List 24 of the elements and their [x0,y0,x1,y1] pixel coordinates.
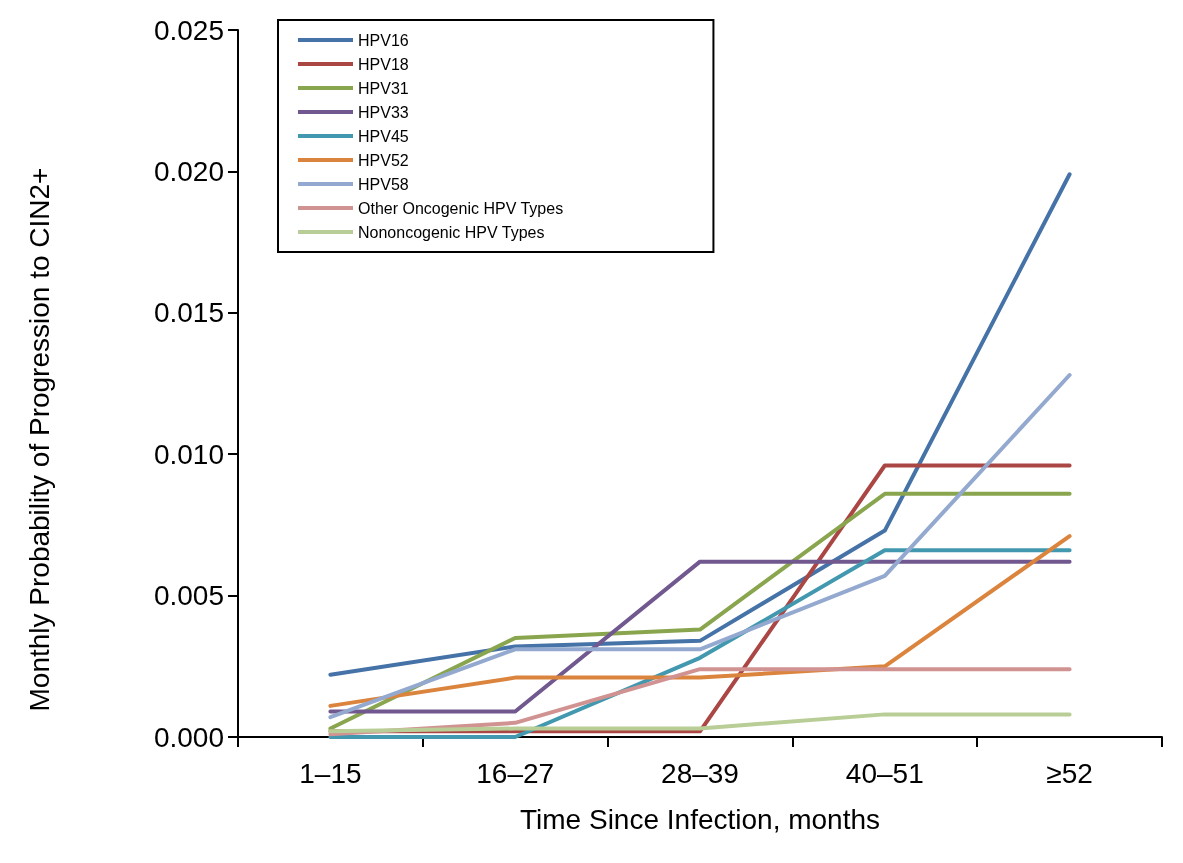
legend-label: HPV33 [358,103,409,121]
legend-label: HPV58 [358,175,409,193]
legend-label: HPV45 [358,127,409,145]
y-tick-label: 0.020 [153,155,224,187]
y-tick-label: 0.005 [153,580,224,612]
x-tick-label: 16–27 [476,757,555,789]
y-axis-title: Monthly Probability of Progression to CIN2+ [23,167,55,712]
legend-label: HPV31 [358,79,409,97]
x-tick-label: 28–39 [661,757,739,789]
legend-label: HPV52 [358,151,409,169]
y-tick-label: 0.000 [153,721,224,753]
x-axis-title: Time Since Infection, months [519,803,881,835]
y-tick-label: 0.010 [153,438,224,470]
legend-label: HPV18 [358,55,409,73]
x-tick-label: ≥52 [1046,757,1093,789]
line-series [328,373,1072,720]
legend-label: HPV16 [358,31,409,49]
legend-label: Nononcogenic HPV Types [358,223,545,241]
x-tick-label: 40–51 [845,757,924,789]
legend-label: Other Oncogenic HPV Types [358,199,564,217]
y-tick-label: 0.015 [153,297,224,329]
y-tick-label: 0.025 [153,14,224,46]
x-tick-label: 1–15 [299,757,362,789]
line-series [328,172,1072,677]
